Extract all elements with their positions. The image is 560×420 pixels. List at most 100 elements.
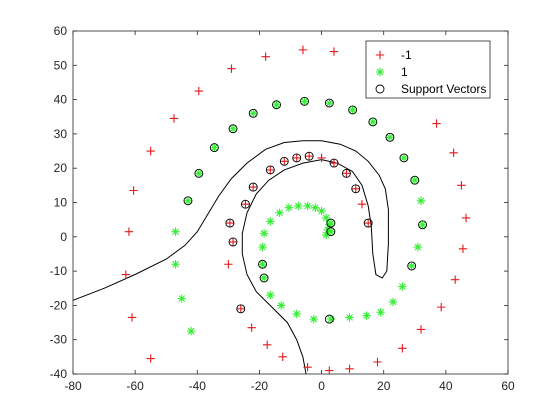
data-point-pos1 [309, 314, 319, 324]
support-vector [368, 117, 378, 127]
data-point-neg1 [261, 52, 270, 61]
data-point-neg1 [146, 354, 155, 363]
legend-marker-circle [375, 84, 385, 94]
data-point-pos1 [284, 203, 294, 212]
legend-marker-plus [375, 50, 385, 60]
support-vector [407, 261, 417, 271]
data-point-pos1 [272, 100, 281, 109]
legend-item-neg1: -1 [401, 48, 412, 62]
data-point-pos1 [249, 109, 258, 118]
support-vector [399, 153, 409, 163]
data-point-neg1 [436, 302, 446, 312]
data-point-neg1 [457, 181, 466, 190]
data-point-pos1 [345, 313, 354, 322]
support-vector [209, 143, 219, 153]
data-point-neg1 [266, 165, 275, 175]
data-point-pos1 [177, 294, 186, 303]
data-point-neg1 [298, 45, 308, 55]
data-point-pos1 [183, 196, 193, 205]
data-point-pos1 [326, 314, 336, 324]
data-point-pos1 [323, 225, 332, 235]
data-point-pos1 [266, 217, 275, 226]
data-point-pos1 [322, 213, 331, 223]
support-vector [225, 218, 235, 228]
support-vector [279, 156, 289, 166]
support-vector [194, 168, 204, 178]
data-point-pos1 [418, 220, 427, 229]
data-point-neg1 [228, 237, 238, 247]
data-point-neg1 [449, 148, 458, 157]
data-point-pos1 [317, 206, 326, 216]
data-point-neg1 [278, 352, 287, 362]
y-tick-label: 50 [54, 58, 68, 72]
data-point-pos1 [171, 260, 180, 269]
data-point-pos1 [398, 282, 407, 291]
data-point-pos1 [325, 98, 334, 108]
support-vector [258, 259, 267, 269]
y-tick-label: 0 [60, 230, 67, 244]
data-point-pos1 [292, 309, 301, 319]
support-vector [272, 100, 281, 110]
data-point-pos1 [294, 201, 303, 211]
data-point-neg1 [416, 325, 426, 334]
data-point-neg1 [129, 186, 138, 195]
data-point-pos1 [194, 169, 204, 178]
data-point-neg1 [227, 64, 236, 73]
support-vector [300, 96, 309, 106]
data-point-neg1 [225, 218, 235, 228]
y-tick-label: 60 [54, 24, 68, 38]
data-point-neg1 [292, 153, 301, 163]
x-tick-label: 60 [501, 379, 515, 393]
data-point-pos1 [259, 273, 269, 283]
data-point-neg1 [329, 158, 339, 168]
support-vector [304, 151, 314, 161]
data-point-neg1 [169, 114, 179, 123]
data-point-neg1 [241, 200, 250, 209]
data-point-neg1 [363, 218, 373, 228]
data-point-pos1 [362, 311, 371, 320]
data-point-pos1 [385, 133, 395, 142]
data-point-neg1 [373, 357, 382, 367]
support-vector [348, 105, 358, 115]
data-point-neg1 [325, 366, 334, 375]
data-point-neg1 [247, 323, 256, 332]
x-tick-label: 40 [439, 379, 453, 393]
data-points [121, 45, 471, 375]
data-point-neg1 [342, 169, 351, 178]
support-vector [183, 196, 193, 206]
data-point-pos1 [275, 208, 284, 217]
data-point-neg1 [461, 213, 471, 223]
data-point-neg1 [236, 304, 245, 314]
support-vector [236, 304, 246, 314]
data-point-pos1 [258, 260, 267, 269]
x-tick-label: -80 [64, 379, 82, 393]
legend-item-support-vectors: Support Vectors [401, 82, 486, 96]
y-tick-label: -20 [50, 298, 68, 312]
data-point-pos1 [326, 218, 336, 228]
data-point-pos1 [259, 229, 269, 238]
y-tick-label: 10 [54, 196, 68, 210]
data-point-neg1 [398, 344, 407, 353]
data-point-pos1 [171, 227, 180, 236]
data-point-neg1 [329, 47, 339, 56]
decision-boundary [72, 140, 389, 375]
support-vector [385, 132, 395, 142]
legend: -1 1 Support Vectors [365, 40, 491, 99]
boundary-curve [72, 140, 389, 375]
support-vector [418, 220, 428, 230]
data-point-neg1 [304, 151, 314, 161]
data-point-neg1 [317, 153, 326, 163]
data-point-pos1 [326, 227, 336, 236]
support-vector [265, 165, 275, 175]
support-vector [240, 199, 250, 209]
y-tick-label: 30 [54, 127, 68, 141]
data-point-pos1 [266, 290, 275, 300]
support-vector [351, 184, 361, 194]
support-vector [326, 227, 336, 237]
support-vector [329, 158, 339, 168]
data-point-neg1 [194, 86, 204, 96]
support-vector [324, 314, 334, 324]
legend-item-pos1: 1 [401, 65, 408, 79]
data-point-neg1 [450, 275, 460, 284]
